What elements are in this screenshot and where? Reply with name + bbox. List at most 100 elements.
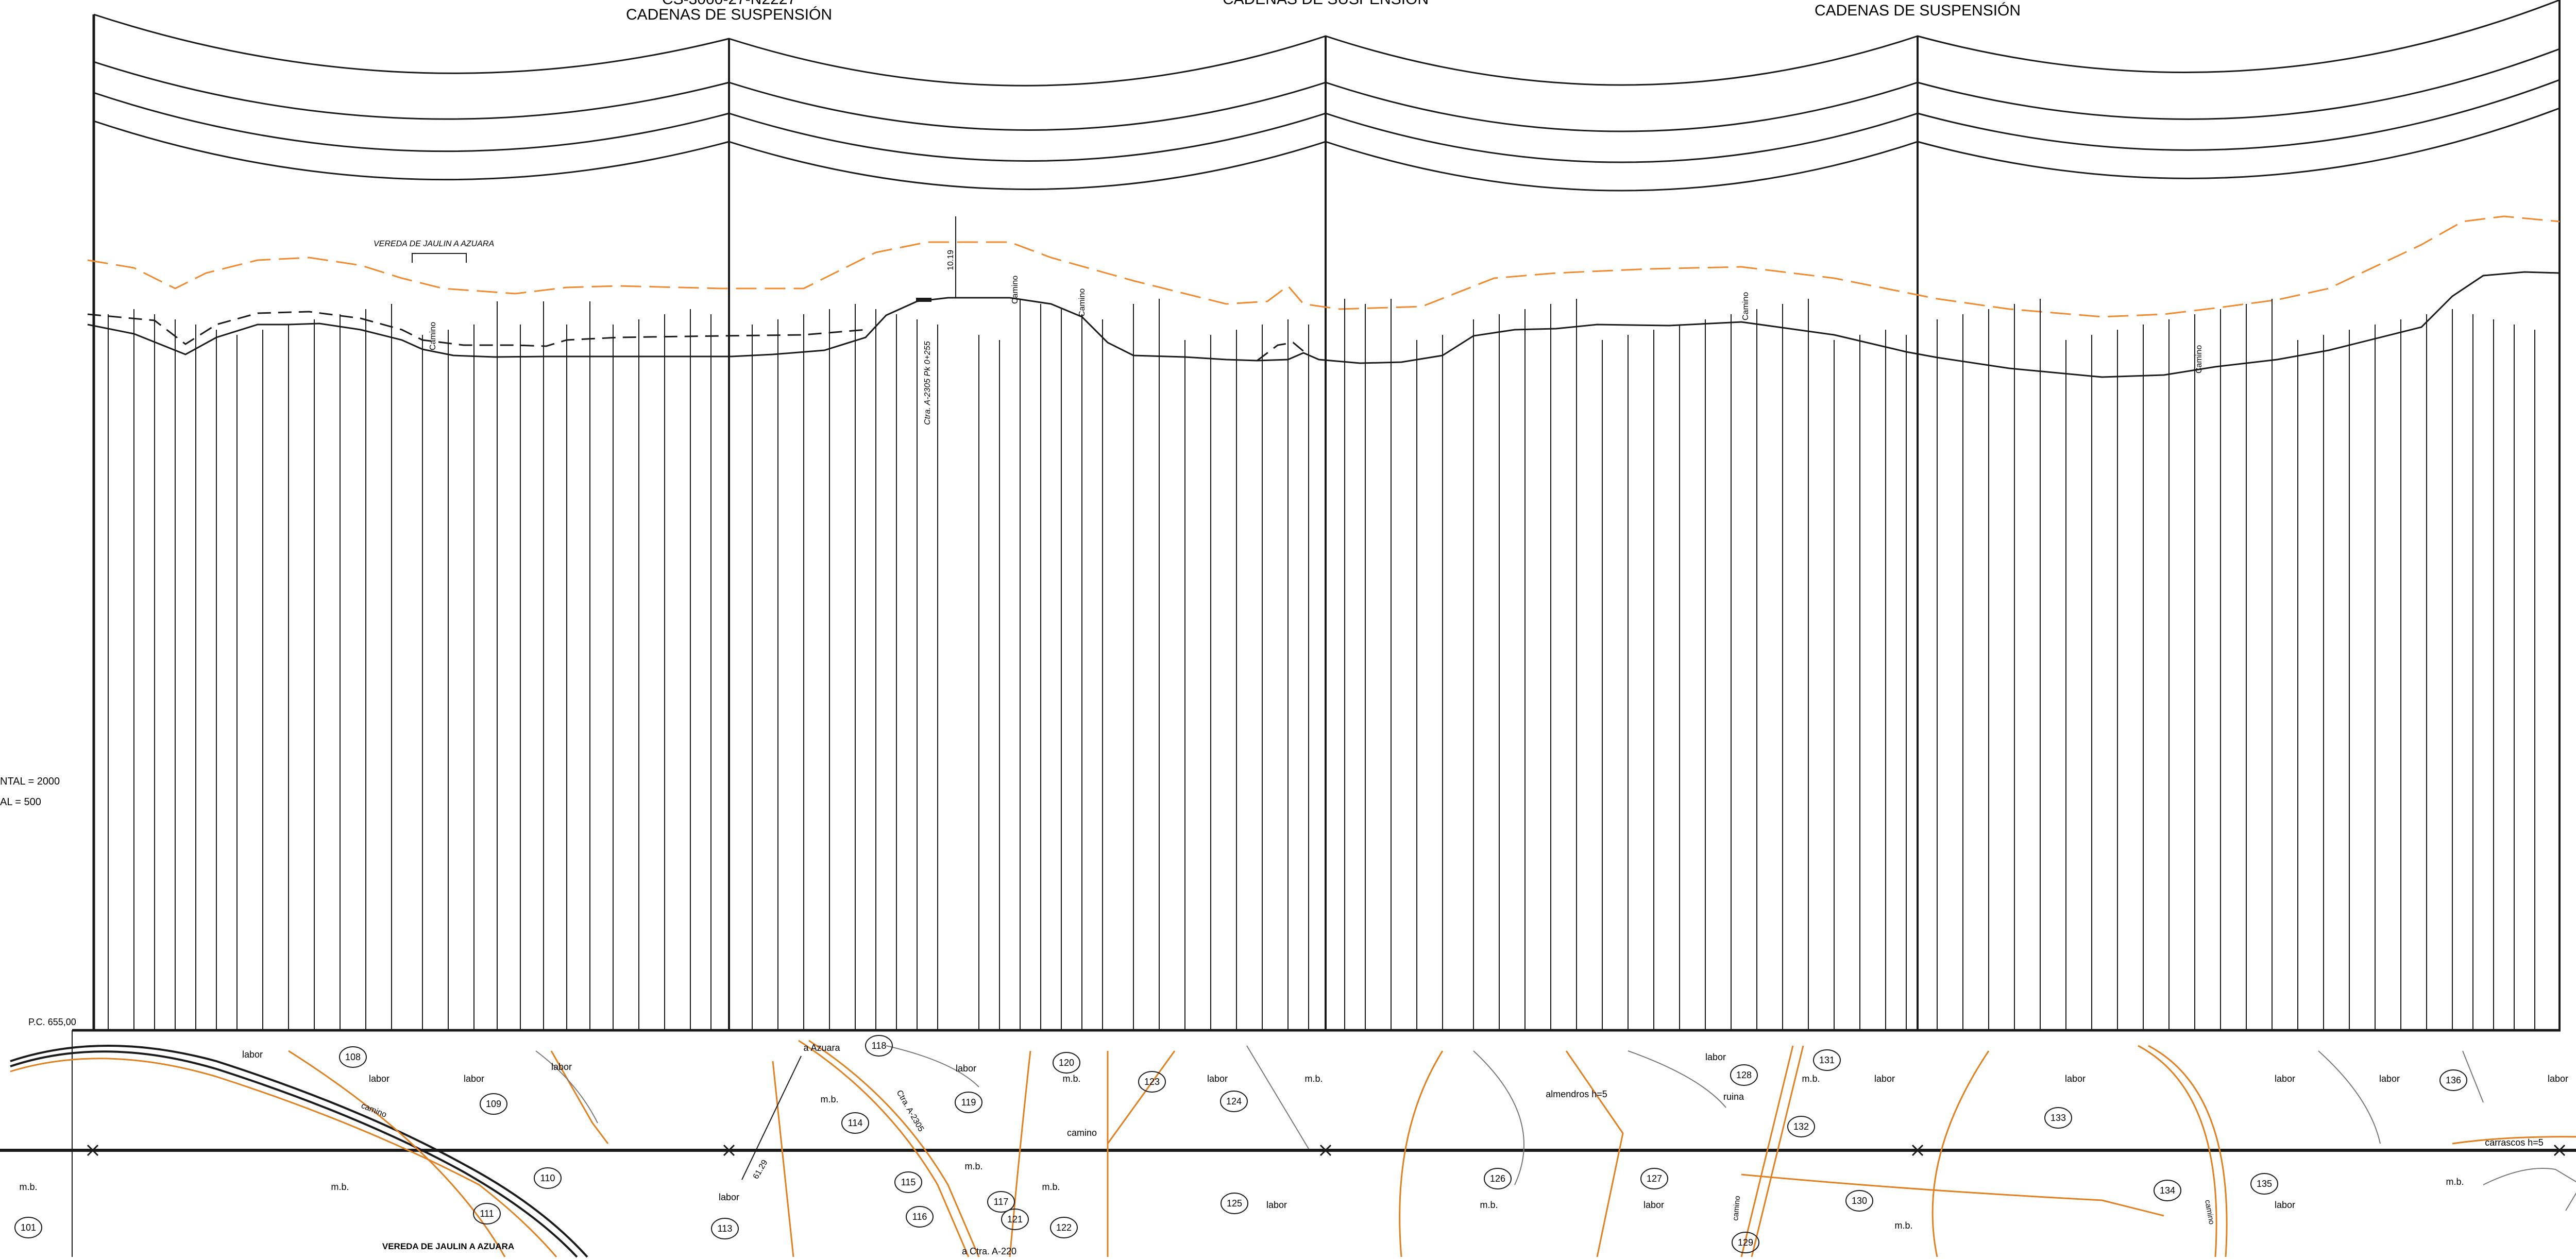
land-use-label: m.b.: [1042, 1182, 1060, 1192]
land-use-label: m.b.: [964, 1161, 982, 1171]
existing-line-profile-segment: [1257, 342, 1309, 362]
plan-labels: labor labor labor labor m.b. m.b. labor …: [19, 1043, 2568, 1256]
conductor-catenaries: [93, 0, 2560, 192]
path-label: camino: [2203, 1199, 2216, 1226]
road-plan: [10, 1058, 557, 1257]
parcel-circle: [955, 1092, 982, 1113]
land-use-label: labor: [1207, 1074, 1228, 1084]
parcel-circle: [2044, 1107, 2072, 1129]
land-use-label: labor: [956, 1063, 976, 1074]
path-label: camino: [1067, 1128, 1097, 1138]
path-label: camino: [1731, 1196, 1742, 1221]
direction-label: a Azuara: [803, 1043, 840, 1053]
parcel-circle: [1813, 1049, 1841, 1071]
road-crossing-label: Ctra. A-2305 Pk 0+255: [923, 341, 932, 425]
direction-label: a Ctra. A-220: [962, 1246, 1016, 1256]
parcel-number: 129: [1738, 1237, 1753, 1248]
land-use-label: labor: [551, 1062, 572, 1072]
land-use-label: m.b.: [2446, 1177, 2464, 1187]
parcel-circle: [865, 1035, 893, 1057]
camino-label: Camino: [2195, 345, 2204, 373]
land-use-label: labor: [1705, 1052, 1726, 1062]
parcel-number: 131: [1819, 1055, 1835, 1065]
land-use-label: m.b.: [1802, 1074, 1820, 1084]
parcel-circle: [1732, 1232, 1759, 1253]
parcel-circle: [1484, 1168, 1512, 1189]
parcel-circle: [2439, 1069, 2467, 1091]
parcel-circle: [480, 1093, 507, 1115]
land-use-label: labor: [369, 1074, 389, 1084]
parcel-number: 125: [1227, 1198, 1242, 1209]
parcel-circle: [1138, 1071, 1166, 1093]
parcel-circle: [1001, 1209, 1029, 1230]
parcel-number: 124: [1226, 1096, 1242, 1107]
parcel-number: 133: [2050, 1113, 2066, 1123]
parcel-circle: [473, 1203, 501, 1224]
parcel-circle: [1730, 1064, 1758, 1086]
land-use-label: labor: [1266, 1200, 1287, 1210]
parcel-number: 116: [912, 1212, 927, 1222]
parcel-circle: [987, 1191, 1015, 1213]
parcel-number: 130: [1852, 1196, 1867, 1206]
parcel-number: 110: [540, 1173, 555, 1183]
parcel-number: 101: [21, 1222, 36, 1233]
parcel-number: 118: [872, 1041, 887, 1051]
parcel-number: 117: [994, 1197, 1009, 1207]
crossing-distance: 10.19: [946, 250, 955, 270]
tower-1-subtitle: CADENAS DE SUSPENSIÓN: [626, 6, 832, 23]
parcel-circle: [841, 1112, 869, 1134]
parcel-circle: [1845, 1190, 1873, 1212]
parcel-number: 128: [1736, 1070, 1752, 1080]
land-use-label: m.b.: [1894, 1220, 1912, 1231]
road-crossing: 10.19 Ctra. A-2305 Pk 0+255: [916, 216, 956, 425]
parcel-circle: [2250, 1173, 2278, 1195]
parcel-number: 135: [2257, 1179, 2272, 1189]
plan-view: 61.29 labor labor labor labor m.b. m.b. …: [0, 1030, 2576, 1258]
parcel-number: 122: [1056, 1222, 1072, 1233]
land-use-label: labor: [2275, 1200, 2295, 1210]
parcel-number: 113: [718, 1223, 733, 1234]
ruin-label: ruina: [1723, 1092, 1744, 1102]
land-use-label: labor: [2275, 1074, 2295, 1084]
tower-2-subtitle: CADENAS DE SUSPENSIÓN: [1223, 0, 1429, 8]
parcel-number: 126: [1490, 1173, 1505, 1184]
vereda-profile-marker: VEREDA DE JAULIN A AZUARA: [374, 240, 494, 263]
land-use-label: m.b.: [331, 1182, 349, 1192]
paths-plan: [535, 1045, 2576, 1211]
parcel-number: 121: [1007, 1214, 1023, 1224]
parcel-circle: [2154, 1180, 2181, 1201]
parcel-number: 108: [345, 1052, 361, 1062]
horizontal-scale: NTAL = 2000: [0, 776, 60, 787]
parcel-number: 123: [1144, 1077, 1160, 1087]
parcel-circle: [711, 1218, 739, 1239]
vereda-plan: [10, 1045, 588, 1258]
parcel-circle: [1787, 1116, 1815, 1137]
vegetation-label: carrascos h=5: [2485, 1137, 2544, 1148]
land-use-label: labor: [719, 1192, 739, 1202]
parcel-circle: [1220, 1091, 1248, 1112]
land-use-label: m.b.: [19, 1182, 37, 1192]
land-use-label: labor: [242, 1049, 263, 1060]
parcel-circle: [1050, 1217, 1078, 1238]
reference-level: P.C. 655,00: [28, 1017, 76, 1027]
parcel-number: 120: [1059, 1058, 1074, 1068]
parcel-circle: [1221, 1193, 1248, 1214]
land-use-label: labor: [2379, 1074, 2400, 1084]
camino-label: Camino: [1011, 276, 1020, 304]
parcel-numbers: 101 108 109 110 111 113 114 115 116 117 118 119 120 1…: [14, 1035, 2467, 1253]
land-use-label: labor: [2065, 1074, 2086, 1084]
land-use-label: m.b.: [1304, 1074, 1323, 1084]
parcel-number: 114: [848, 1118, 863, 1128]
land-use-label: m.b.: [820, 1094, 838, 1104]
land-use-label: labor: [464, 1074, 484, 1084]
existing-line-profile: [87, 311, 866, 347]
camino-label: Camino: [1741, 292, 1750, 320]
parcel-circle: [339, 1046, 367, 1068]
parcel-number: 127: [1647, 1173, 1662, 1184]
land-use-label: labor: [2548, 1074, 2568, 1084]
parcel-number: 134: [2160, 1185, 2175, 1196]
parcel-circle: [894, 1171, 922, 1193]
station-lines: [108, 299, 2535, 1030]
tower-titles: CS-3000-27-N2227 CADENAS DE SUSPENSIÓN C…: [626, 0, 2021, 23]
